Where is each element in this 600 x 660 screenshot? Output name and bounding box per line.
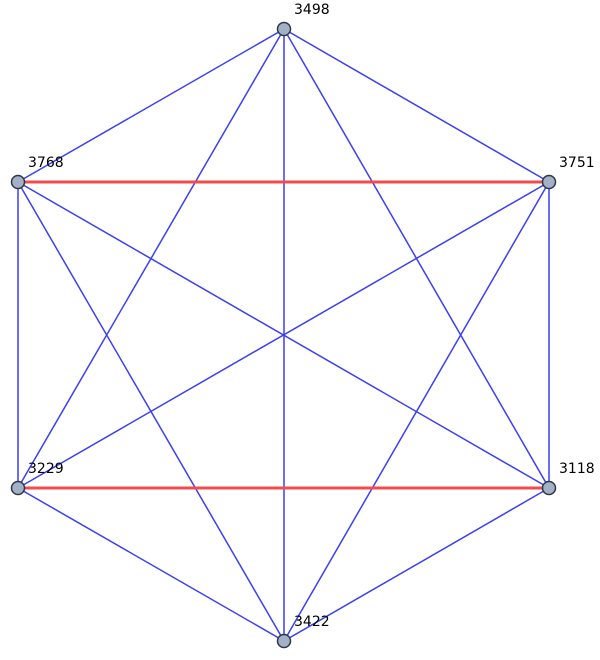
edge-3498-3768 — [17, 28, 285, 183]
node-3422 — [276, 633, 292, 649]
node-3498 — [276, 21, 292, 37]
node-3751 — [541, 174, 557, 190]
node-3118 — [541, 480, 557, 496]
node-label-3498: 3498 — [294, 2, 330, 18]
node-3768 — [10, 174, 26, 190]
node-label-3118: 3118 — [559, 461, 595, 477]
edge-3751-3422 — [283, 181, 550, 642]
nodes-layer — [10, 21, 557, 649]
node-label-3422: 3422 — [294, 614, 330, 630]
node-label-3229: 3229 — [28, 461, 64, 477]
edge-3118-3422 — [283, 487, 550, 642]
node-label-3751: 3751 — [559, 155, 595, 171]
edge-3498-3751 — [283, 28, 550, 183]
edges-layer — [17, 28, 550, 642]
edge-3751-3229 — [17, 181, 550, 489]
node-label-3768: 3768 — [28, 155, 64, 171]
node-3229 — [10, 480, 26, 496]
labels-layer: 3498 3768 3751 3229 3118 3422 — [28, 2, 595, 630]
edge-3229-3422 — [17, 487, 285, 642]
